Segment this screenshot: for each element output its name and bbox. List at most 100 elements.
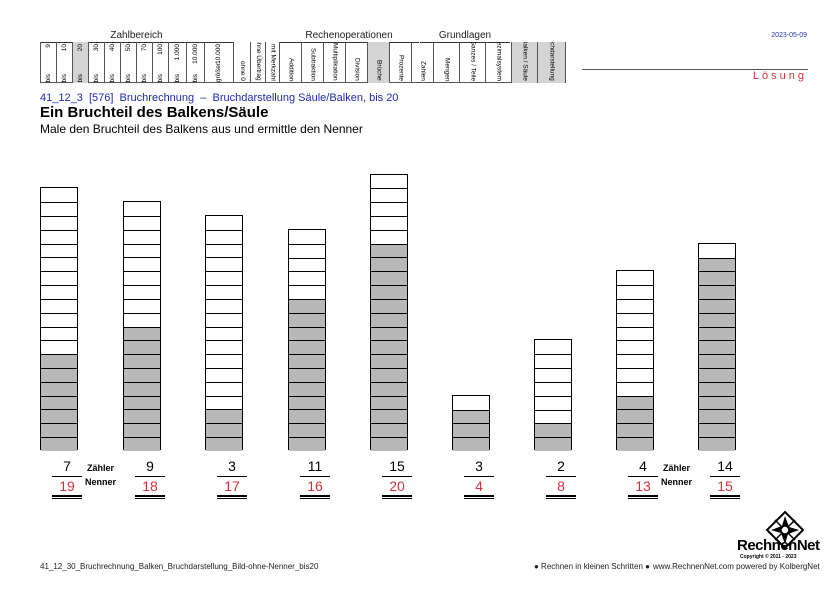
fraction-denominator[interactable]: 4 [475,478,483,494]
bar-segment-filled[interactable] [371,243,407,258]
bar-segment-empty[interactable] [206,285,242,299]
bar-segment-filled[interactable] [289,354,325,368]
bar-segment-filled[interactable] [371,381,407,396]
bar-segment-empty[interactable] [617,326,653,341]
fraction-bar[interactable] [205,215,243,451]
fraction-denominator[interactable]: 17 [224,478,240,494]
bar-segment-empty[interactable] [41,285,77,299]
bar-segment-filled[interactable] [371,312,407,327]
fraction-bar[interactable] [370,173,408,451]
bar-segment-filled[interactable] [289,409,325,424]
fraction-bar[interactable] [288,228,326,451]
bar-segment-filled[interactable] [371,298,407,313]
bar-segment-empty[interactable] [124,202,160,216]
bar-segment-empty[interactable] [124,257,160,271]
bar-segment-empty[interactable] [206,340,242,354]
bar-segment-filled[interactable] [41,367,77,382]
bar-segment-filled[interactable] [699,312,735,327]
fraction-denominator[interactable]: 20 [389,478,405,494]
bar-segment-empty[interactable] [41,202,77,216]
bar-segment-filled[interactable] [206,437,242,451]
bar-segment-empty[interactable] [41,216,77,230]
bar-segment-filled[interactable] [699,381,735,396]
bar-segment-filled[interactable] [699,354,735,368]
bar-segment-empty[interactable] [124,298,160,313]
bar-segment-filled[interactable] [289,368,325,382]
bar-segment-filled[interactable] [124,340,160,355]
bar-segment-filled[interactable] [617,437,653,451]
bar-segment-empty[interactable] [617,381,653,396]
bar-segment-filled[interactable] [371,340,407,355]
bar-segment-filled[interactable] [289,423,325,438]
bar-segment-filled[interactable] [371,423,407,438]
bar-segment-filled[interactable] [699,326,735,341]
bar-segment-filled[interactable] [699,437,735,451]
bar-segment-empty[interactable] [206,381,242,396]
bar-segment-filled[interactable] [206,409,242,424]
bar-segment-empty[interactable] [289,230,325,244]
fraction-denominator[interactable]: 13 [635,478,651,494]
bar-segment-empty[interactable] [124,229,160,244]
bar-segment-filled[interactable] [289,395,325,410]
fraction-bar[interactable] [534,339,572,451]
bar-segment-empty[interactable] [206,257,242,271]
fraction-denominator[interactable]: 18 [142,478,158,494]
bar-segment-filled[interactable] [617,395,653,410]
bar-segment-empty[interactable] [41,298,77,313]
bar-segment-filled[interactable] [453,423,489,438]
bar-segment-filled[interactable] [699,271,735,286]
bar-segment-empty[interactable] [206,271,242,285]
bar-segment-empty[interactable] [617,340,653,354]
bar-segment-empty[interactable] [371,202,407,216]
bar-segment-empty[interactable] [617,354,653,368]
bar-segment-filled[interactable] [289,298,325,313]
bar-segment-empty[interactable] [206,229,242,244]
fraction-denominator[interactable]: 8 [557,478,565,494]
bar-segment-filled[interactable] [699,340,735,355]
bar-segment-empty[interactable] [617,312,653,327]
bar-segment-empty[interactable] [206,354,242,368]
bar-segment-empty[interactable] [206,367,242,382]
bar-segment-filled[interactable] [371,395,407,410]
fraction-bar[interactable] [123,201,161,451]
bar-segment-empty[interactable] [41,257,77,271]
bar-segment-filled[interactable] [289,381,325,396]
bar-segment-empty[interactable] [41,312,77,327]
bar-segment-filled[interactable] [371,326,407,341]
bar-segment-empty[interactable] [371,175,407,189]
bar-segment-empty[interactable] [617,285,653,299]
bar-segment-empty[interactable] [617,368,653,382]
bar-segment-filled[interactable] [124,367,160,382]
bar-segment-filled[interactable] [124,409,160,424]
bar-segment-filled[interactable] [41,395,77,410]
bar-segment-filled[interactable] [289,326,325,341]
bar-segment-filled[interactable] [699,298,735,313]
bar-segment-filled[interactable] [371,257,407,272]
bar-segment-filled[interactable] [41,423,77,438]
fraction-denominator[interactable]: 15 [717,478,733,494]
bar-segment-filled[interactable] [453,437,489,451]
fraction-bar[interactable] [40,187,78,451]
bar-segment-filled[interactable] [124,437,160,451]
bar-segment-filled[interactable] [289,437,325,451]
bar-segment-empty[interactable] [453,396,489,410]
bar-segment-empty[interactable] [41,326,77,341]
bar-segment-filled[interactable] [41,381,77,396]
bar-segment-filled[interactable] [699,409,735,424]
bar-segment-filled[interactable] [124,423,160,438]
fraction-denominator[interactable]: 19 [59,478,75,494]
bar-segment-empty[interactable] [535,368,571,382]
bar-segment-empty[interactable] [206,298,242,313]
bar-segment-empty[interactable] [124,285,160,299]
bar-segment-empty[interactable] [206,326,242,341]
bar-segment-filled[interactable] [41,437,77,451]
bar-segment-empty[interactable] [699,244,735,258]
bar-segment-empty[interactable] [289,257,325,272]
bar-segment-filled[interactable] [124,381,160,396]
bar-segment-empty[interactable] [41,340,77,354]
bar-segment-filled[interactable] [289,312,325,327]
bar-segment-filled[interactable] [617,423,653,438]
bar-segment-filled[interactable] [699,368,735,382]
bar-segment-empty[interactable] [41,188,77,202]
bar-segment-empty[interactable] [124,216,160,230]
